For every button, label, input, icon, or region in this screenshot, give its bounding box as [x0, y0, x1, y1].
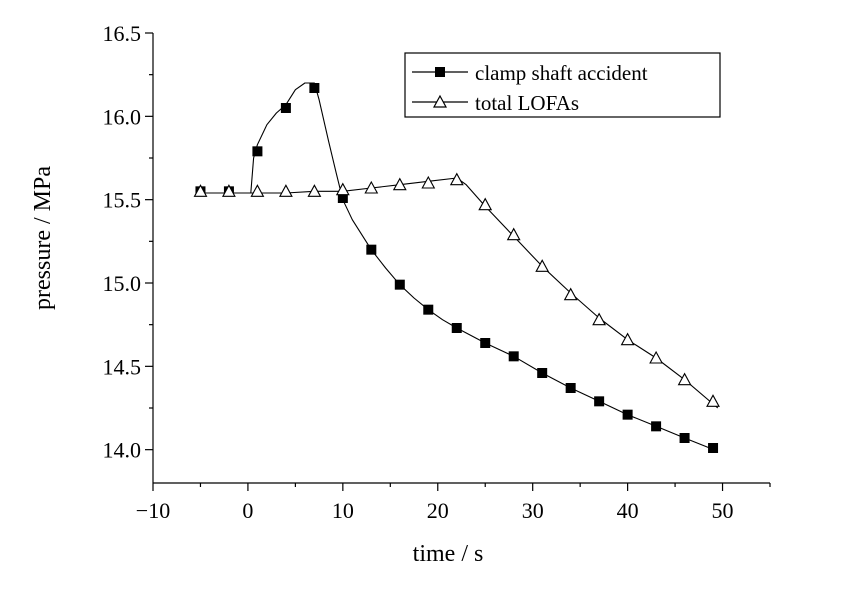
y-tick-label: 15.0 — [103, 271, 142, 296]
data-point-square — [480, 338, 491, 348]
x-tick-label: 30 — [522, 498, 544, 523]
data-point-triangle — [563, 287, 578, 301]
data-point-triangle — [506, 227, 521, 241]
data-point-triangle — [221, 184, 236, 197]
y-tick-label: 15.5 — [103, 188, 142, 213]
legend-marker-open-triangle — [432, 94, 448, 108]
legend-label-clamp-shaft-accident: clamp shaft accident — [475, 61, 648, 85]
x-axis-ticks: −10 0 10 20 30 40 50 — [136, 483, 771, 523]
data-point-triangle — [620, 332, 635, 346]
legend-marker-filled-square — [435, 67, 445, 77]
data-point-triangle — [649, 350, 664, 364]
x-tick-label: 40 — [617, 498, 639, 523]
data-point-square — [423, 304, 434, 315]
y-tick-label: 16.5 — [103, 21, 142, 46]
data-point-square — [622, 409, 633, 420]
x-tick-label: 50 — [712, 498, 734, 523]
data-point-square — [508, 351, 519, 362]
y-axis-title: pressure / MPa — [30, 166, 56, 310]
data-point-triangle — [421, 175, 436, 189]
data-point-square — [537, 368, 548, 378]
x-tick-label: 0 — [242, 498, 253, 523]
data-point-square — [708, 443, 719, 453]
x-tick-label: 10 — [332, 498, 354, 523]
y-axis-ticks: 14.0 14.5 15.0 15.5 16.0 16.5 — [103, 21, 153, 463]
data-point-square — [394, 279, 405, 290]
series-line — [195, 82, 719, 452]
data-point-triangle — [250, 184, 265, 197]
data-point-triangle — [677, 372, 692, 386]
data-point-triangle — [307, 184, 322, 197]
legend-label-total-lofas: total LOFAs — [475, 91, 579, 115]
data-point-triangle — [392, 177, 407, 191]
data-point-square — [651, 421, 662, 432]
data-point-triangle — [449, 172, 464, 186]
data-point-square — [451, 323, 462, 333]
data-point-triangle — [193, 184, 208, 197]
series-clamp-shaft-accident — [195, 82, 719, 453]
data-point-square — [594, 396, 605, 407]
y-tick-label: 14.0 — [103, 438, 142, 463]
series-total-lofas — [193, 172, 720, 409]
data-point-square — [337, 193, 348, 203]
legend: clamp shaft accident total LOFAs — [404, 52, 721, 118]
x-tick-label: −10 — [136, 498, 170, 523]
data-point-square — [252, 146, 263, 157]
data-point-triangle — [478, 197, 493, 211]
data-point-triangle — [278, 184, 293, 197]
y-tick-label: 14.5 — [103, 354, 142, 379]
x-tick-label: 20 — [427, 498, 449, 523]
data-point-square — [565, 383, 576, 393]
data-point-triangle — [364, 180, 379, 194]
data-point-square — [280, 103, 291, 113]
y-tick-label: 16.0 — [103, 104, 142, 129]
data-point-triangle — [535, 259, 550, 272]
legend-box — [404, 52, 721, 118]
series-line — [195, 177, 719, 409]
data-point-square — [679, 433, 690, 443]
series-layer — [193, 82, 720, 453]
data-point-square — [309, 83, 320, 93]
data-point-square — [366, 244, 377, 255]
data-point-triangle — [335, 182, 350, 196]
x-axis-title: time / s — [413, 541, 484, 567]
data-point-triangle — [706, 394, 720, 407]
data-point-triangle — [592, 312, 607, 326]
